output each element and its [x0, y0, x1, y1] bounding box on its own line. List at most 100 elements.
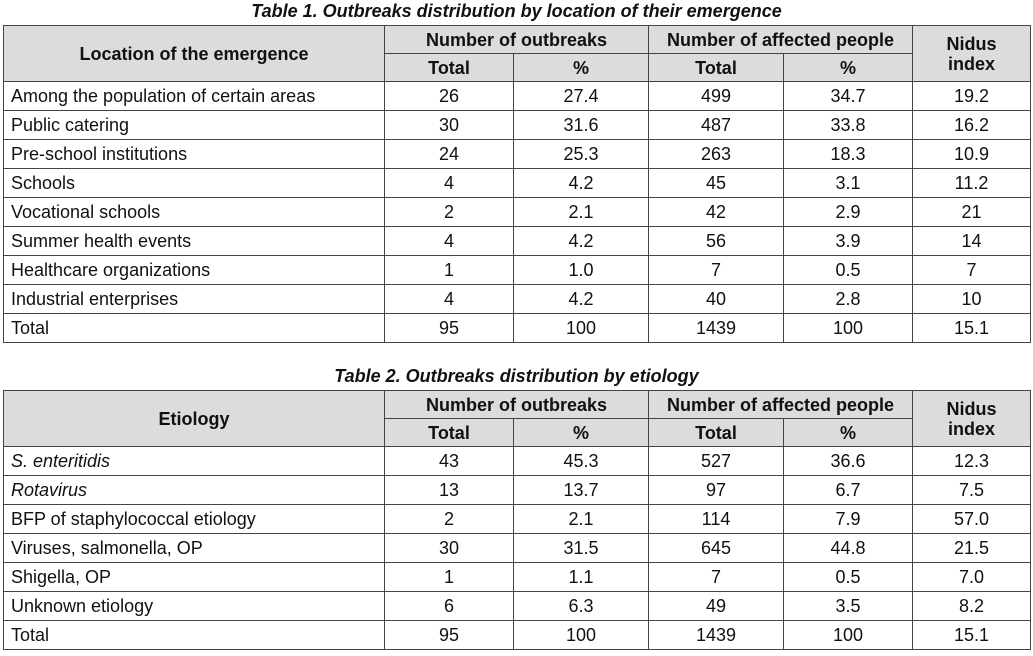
column-group-affected: Number of affected people — [648, 25, 913, 54]
table-row: Unknown etiology 6 6.3 49 3.5 8.2 — [3, 591, 1031, 621]
cell-row-label: Vocational schools — [3, 197, 385, 227]
cell-row-label: S. enteritidis — [3, 446, 385, 476]
cell-affected-total: 527 — [648, 446, 784, 476]
cell-nidus-index: 19.2 — [912, 81, 1031, 111]
table1: Location of the emergence Number of outb… — [3, 25, 1031, 343]
cell-outbreaks-total: 4 — [384, 226, 514, 256]
cell-row-label: Shigella, OP — [3, 562, 385, 592]
cell-nidus-index: 7.0 — [912, 562, 1031, 592]
cell-nidus-index: 10.9 — [912, 139, 1031, 169]
column-header-outbreaks-total: Total — [384, 418, 514, 447]
cell-outbreaks-total: 6 — [384, 591, 514, 621]
cell-affected-total: 56 — [648, 226, 784, 256]
cell-outbreaks-percent: 4.2 — [513, 226, 649, 256]
cell-row-label: Viruses, salmonella, OP — [3, 533, 385, 563]
table-row: Viruses, salmonella, OP 30 31.5 645 44.8 21.5 — [3, 533, 1031, 563]
cell-affected-total: 1439 — [648, 313, 784, 343]
table-row: Public catering 30 31.6 487 33.8 16.2 — [3, 110, 1031, 140]
cell-outbreaks-percent: 100 — [513, 313, 649, 343]
cell-outbreaks-percent: 27.4 — [513, 81, 649, 111]
cell-affected-percent: 18.3 — [783, 139, 913, 169]
cell-outbreaks-total: 1 — [384, 255, 514, 285]
cell-outbreaks-total: 24 — [384, 139, 514, 169]
cell-outbreaks-percent: 1.1 — [513, 562, 649, 592]
column-header-outbreaks-percent: % — [513, 53, 649, 82]
cell-outbreaks-total: 43 — [384, 446, 514, 476]
table-row: Schools 4 4.2 45 3.1 11.2 — [3, 168, 1031, 198]
cell-outbreaks-total: 95 — [384, 313, 514, 343]
cell-nidus-index: 15.1 — [912, 620, 1031, 650]
cell-affected-total: 97 — [648, 475, 784, 505]
cell-affected-percent: 44.8 — [783, 533, 913, 563]
cell-nidus-index: 21.5 — [912, 533, 1031, 563]
cell-nidus-index: 10 — [912, 284, 1031, 314]
cell-nidus-index: 12.3 — [912, 446, 1031, 476]
cell-outbreaks-total: 2 — [384, 504, 514, 534]
cell-nidus-index: 16.2 — [912, 110, 1031, 140]
cell-outbreaks-percent: 6.3 — [513, 591, 649, 621]
cell-row-label: Healthcare organizations — [3, 255, 385, 285]
cell-affected-total: 49 — [648, 591, 784, 621]
cell-affected-total: 114 — [648, 504, 784, 534]
cell-outbreaks-total: 1 — [384, 562, 514, 592]
column-group-outbreaks: Number of outbreaks — [384, 25, 649, 54]
table-row: S. enteritidis 43 45.3 527 36.6 12.3 — [3, 446, 1031, 476]
cell-affected-total: 7 — [648, 255, 784, 285]
table-row: Vocational schools 2 2.1 42 2.9 21 — [3, 197, 1031, 227]
table-row: Industrial enterprises 4 4.2 40 2.8 10 — [3, 284, 1031, 314]
column-group-outbreaks: Number of outbreaks — [384, 390, 649, 419]
cell-row-label: Summer health events — [3, 226, 385, 256]
cell-affected-percent: 0.5 — [783, 255, 913, 285]
cell-outbreaks-percent: 100 — [513, 620, 649, 650]
table-row: Total 95 100 1439 100 15.1 — [3, 313, 1031, 343]
column-header-outbreaks-total: Total — [384, 53, 514, 82]
cell-outbreaks-percent: 25.3 — [513, 139, 649, 169]
cell-outbreaks-total: 30 — [384, 533, 514, 563]
cell-outbreaks-percent: 13.7 — [513, 475, 649, 505]
column-header-outbreaks-percent: % — [513, 418, 649, 447]
table-row: Summer health events 4 4.2 56 3.9 14 — [3, 226, 1031, 256]
cell-nidus-index: 14 — [912, 226, 1031, 256]
cell-affected-total: 42 — [648, 197, 784, 227]
cell-affected-total: 645 — [648, 533, 784, 563]
cell-affected-percent: 34.7 — [783, 81, 913, 111]
column-header-location: Location of the emergence — [3, 25, 385, 82]
cell-affected-total: 1439 — [648, 620, 784, 650]
cell-affected-percent: 100 — [783, 620, 913, 650]
column-header-affected-percent: % — [783, 418, 913, 447]
cell-nidus-index: 11.2 — [912, 168, 1031, 198]
cell-row-label: Total — [3, 620, 385, 650]
column-header-etiology: Etiology — [3, 390, 385, 447]
column-header-affected-total: Total — [648, 53, 784, 82]
table-row: Rotavirus 13 13.7 97 6.7 7.5 — [3, 475, 1031, 505]
cell-nidus-index: 15.1 — [912, 313, 1031, 343]
cell-affected-percent: 2.8 — [783, 284, 913, 314]
cell-affected-total: 40 — [648, 284, 784, 314]
cell-affected-percent: 0.5 — [783, 562, 913, 592]
column-group-affected: Number of affected people — [648, 390, 913, 419]
table2-body: S. enteritidis 43 45.3 527 36.6 12.3 Rotavirus… — [3, 446, 1031, 650]
cell-affected-percent: 3.1 — [783, 168, 913, 198]
table-row: Healthcare organizations 1 1.0 7 0.5 7 — [3, 255, 1031, 285]
column-header-nidus-index: Nidus index — [912, 25, 1031, 82]
column-header-affected-total: Total — [648, 418, 784, 447]
cell-affected-total: 499 — [648, 81, 784, 111]
cell-row-label: BFP of staphylococcal etiology — [3, 504, 385, 534]
cell-outbreaks-total: 26 — [384, 81, 514, 111]
cell-row-label: Total — [3, 313, 385, 343]
table-row: Total 95 100 1439 100 15.1 — [3, 620, 1031, 650]
cell-row-label: Rotavirus — [3, 475, 385, 505]
cell-outbreaks-total: 4 — [384, 284, 514, 314]
table2-caption: Table 2. Outbreaks distribution by etiol… — [334, 366, 699, 386]
cell-row-label: Pre-school institutions — [3, 139, 385, 169]
cell-outbreaks-total: 4 — [384, 168, 514, 198]
cell-nidus-index: 57.0 — [912, 504, 1031, 534]
column-header-nidus-index: Nidus index — [912, 390, 1031, 447]
table1-caption: Table 1. Outbreaks distribution by locat… — [251, 1, 782, 21]
cell-affected-percent: 3.9 — [783, 226, 913, 256]
cell-nidus-index: 21 — [912, 197, 1031, 227]
cell-affected-total: 487 — [648, 110, 784, 140]
cell-affected-total: 7 — [648, 562, 784, 592]
cell-outbreaks-percent: 1.0 — [513, 255, 649, 285]
cell-row-label: Industrial enterprises — [3, 284, 385, 314]
